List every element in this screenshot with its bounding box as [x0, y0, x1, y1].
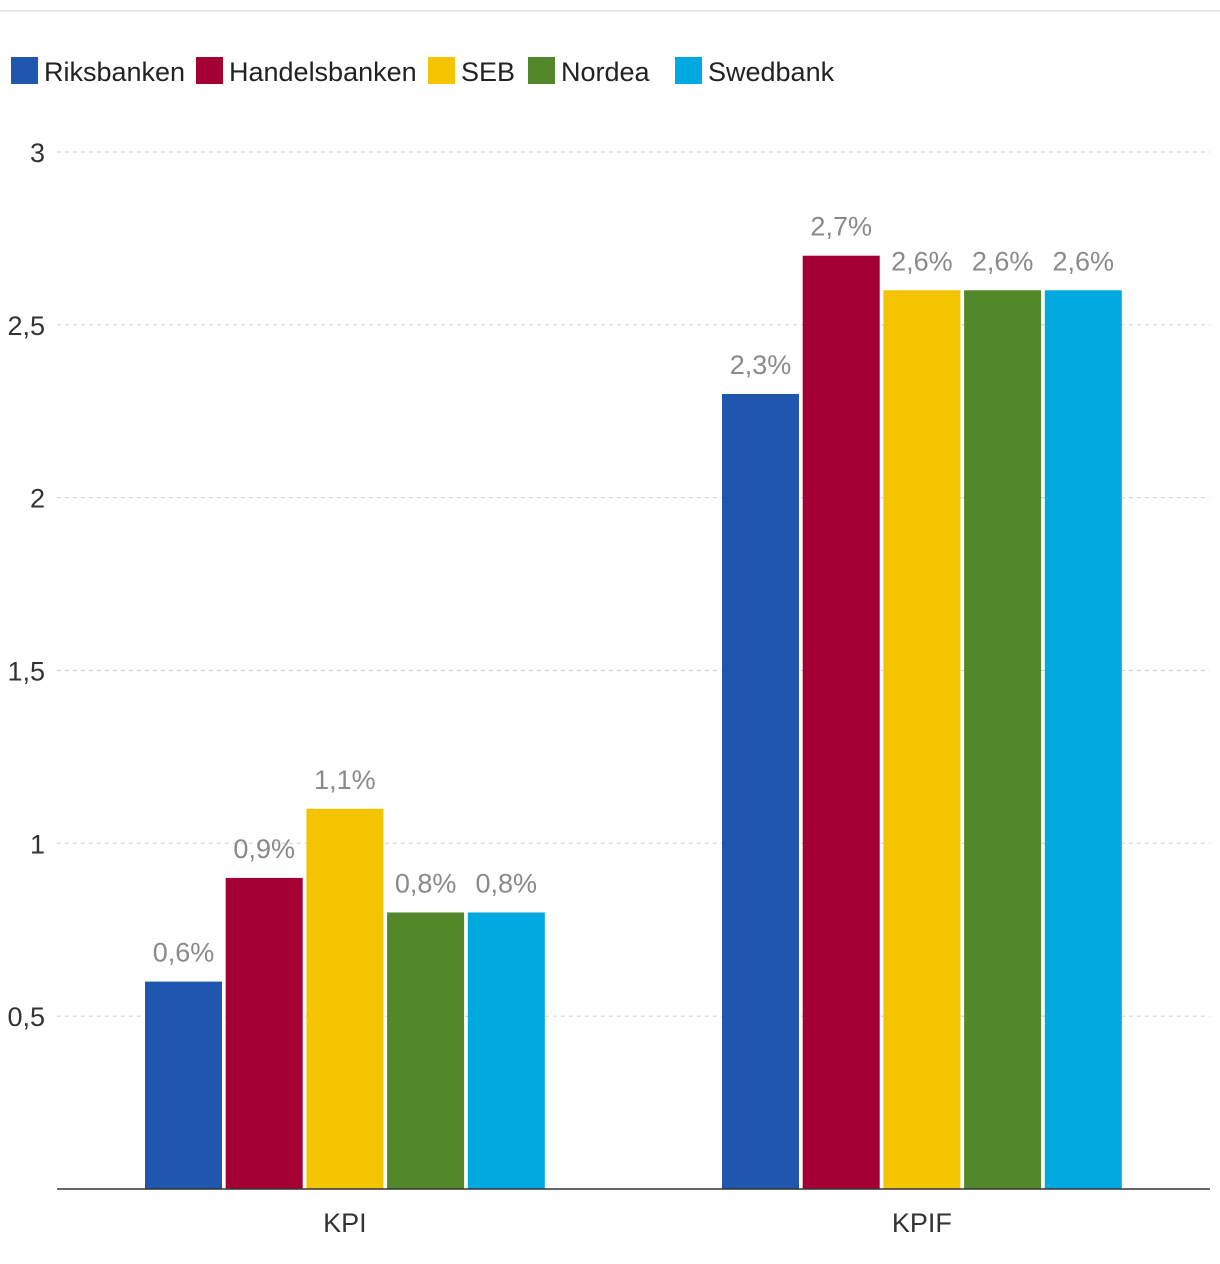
value-label-kpi-seb: 1,1% [314, 765, 376, 795]
bars [145, 255, 1122, 1189]
bar-kpif-riksbanken [722, 393, 799, 1189]
value-label-kpif-swedbank: 2,6% [1053, 246, 1115, 276]
y-tick-label-1-5: 1,5 [7, 657, 45, 687]
bar-kpi-swedbank [467, 912, 545, 1189]
bar-kpi-riksbanken [145, 981, 222, 1189]
legend-swatch-nordea [528, 57, 555, 84]
legend-swatch-seb [428, 57, 455, 84]
value-label-kpi-riksbanken: 0,6% [153, 938, 215, 968]
legend-label-swedbank: Swedbank [708, 57, 835, 87]
legend-swatch-handelsbanken [196, 57, 223, 84]
legend-label-nordea: Nordea [561, 57, 651, 87]
y-tick-label-1: 1 [30, 829, 45, 859]
legend: Riksbanken Handelsbanken SEB Nordea Swedbank [11, 57, 835, 87]
bar-kpif-handelsbanken [802, 255, 880, 1189]
value-labels: 0,6% 0,9% 1,1% 0,8% 0,8% 2,3% 2,7% 2,6% 2,6% 2,6% [153, 212, 1114, 968]
bar-kpi-seb [306, 808, 384, 1189]
y-tick-label-3: 3 [30, 138, 45, 168]
x-category-label-kpif: KPIF [892, 1208, 952, 1238]
bar-kpi-nordea [387, 912, 465, 1189]
value-label-kpif-handelsbanken: 2,7% [810, 212, 872, 242]
y-tick-label-0-5: 0,5 [7, 1002, 45, 1032]
x-axis-category-labels: KPI KPIF [323, 1208, 952, 1238]
bar-kpif-nordea [964, 290, 1042, 1189]
legend-swatch-swedbank [675, 57, 702, 84]
y-axis-tick-labels: 0,5 1 1,5 2 2,5 3 [7, 138, 45, 1032]
legend-label-handelsbanken: Handelsbanken [229, 57, 417, 87]
value-label-kpi-swedbank: 0,8% [476, 868, 538, 898]
legend-label-riksbanken: Riksbanken [44, 57, 185, 87]
y-tick-label-2: 2 [30, 484, 45, 514]
value-label-kpi-nordea: 0,8% [395, 868, 457, 898]
legend-swatch-riksbanken [11, 57, 38, 84]
value-label-kpif-seb: 2,6% [891, 246, 953, 276]
y-tick-label-2-5: 2,5 [7, 311, 45, 341]
x-category-label-kpi: KPI [323, 1208, 367, 1238]
value-label-kpif-riksbanken: 2,3% [730, 350, 792, 380]
value-label-kpif-nordea: 2,6% [972, 246, 1034, 276]
bar-kpif-swedbank [1044, 290, 1122, 1189]
bar-kpif-seb [883, 290, 961, 1189]
bar-kpi-handelsbanken [225, 877, 303, 1189]
legend-label-seb: SEB [461, 57, 515, 87]
value-label-kpi-handelsbanken: 0,9% [233, 834, 295, 864]
